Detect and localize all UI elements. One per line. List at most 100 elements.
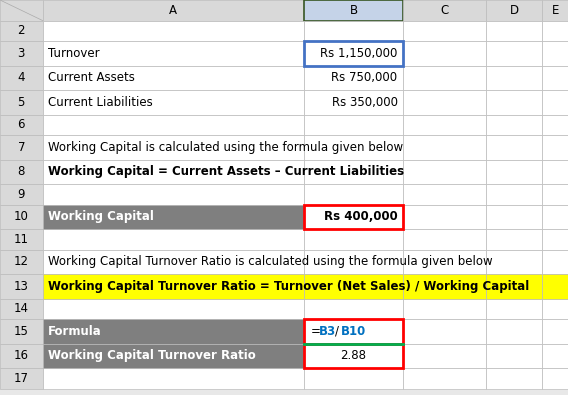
Bar <box>542 274 568 299</box>
Bar <box>304 274 403 299</box>
Bar <box>43 344 304 368</box>
Bar <box>486 0 542 21</box>
Text: B: B <box>349 4 358 17</box>
Bar <box>542 250 568 274</box>
Bar <box>304 41 403 66</box>
Text: Rs 1,150,000: Rs 1,150,000 <box>320 47 398 60</box>
Bar <box>542 66 568 90</box>
Bar <box>0 344 43 368</box>
Bar <box>486 66 542 90</box>
Bar <box>43 184 304 205</box>
Bar <box>542 41 568 66</box>
Bar <box>304 66 403 90</box>
Bar <box>304 319 403 344</box>
Bar <box>43 250 304 274</box>
Bar <box>43 319 304 344</box>
Bar <box>43 319 304 344</box>
Bar <box>486 274 542 299</box>
Bar <box>304 160 403 184</box>
Bar <box>486 229 542 250</box>
Bar <box>43 205 304 229</box>
Bar <box>403 0 486 21</box>
Text: 8: 8 <box>18 166 25 178</box>
Bar <box>0 0 43 21</box>
Text: Current Liabilities: Current Liabilities <box>48 96 153 109</box>
Bar <box>0 135 43 160</box>
Bar <box>304 250 403 274</box>
Bar <box>486 90 542 115</box>
Text: Working Capital Turnover Ratio = Turnover (Net Sales) / Working Capital: Working Capital Turnover Ratio = Turnove… <box>48 280 529 293</box>
Bar <box>304 0 403 21</box>
Text: Working Capital is calculated using the formula given below: Working Capital is calculated using the … <box>48 141 403 154</box>
Text: 17: 17 <box>14 372 29 385</box>
Bar <box>0 205 43 229</box>
Bar <box>403 41 486 66</box>
Bar <box>0 21 43 41</box>
Bar <box>304 344 403 368</box>
Bar <box>542 90 568 115</box>
Bar <box>304 229 403 250</box>
Text: Current Assets: Current Assets <box>48 71 135 84</box>
Text: Formula: Formula <box>48 325 102 338</box>
Bar <box>43 274 304 299</box>
Bar <box>0 90 43 115</box>
Text: 5: 5 <box>18 96 25 109</box>
Text: 11: 11 <box>14 233 29 246</box>
Bar <box>0 160 43 184</box>
Bar <box>403 319 486 344</box>
Bar <box>43 274 304 299</box>
Bar <box>403 135 486 160</box>
Bar <box>403 160 486 184</box>
Bar <box>304 319 403 344</box>
Bar <box>43 299 304 319</box>
Bar <box>403 229 486 250</box>
Bar <box>304 21 403 41</box>
Bar <box>304 205 403 229</box>
Bar <box>304 184 403 205</box>
Text: Rs 350,000: Rs 350,000 <box>332 96 398 109</box>
Bar <box>486 41 542 66</box>
Bar <box>43 21 304 41</box>
Bar <box>43 41 304 66</box>
Bar <box>542 319 568 344</box>
Text: Rs 750,000: Rs 750,000 <box>332 71 398 84</box>
Bar <box>304 274 403 299</box>
Bar <box>43 344 304 368</box>
Bar <box>403 299 486 319</box>
Bar <box>0 41 43 66</box>
Text: Working Capital Turnover Ratio: Working Capital Turnover Ratio <box>48 350 256 362</box>
Bar <box>43 90 304 115</box>
Text: B3: B3 <box>319 325 336 338</box>
Text: Working Capital: Working Capital <box>48 211 154 223</box>
Bar <box>542 115 568 135</box>
Bar <box>0 115 43 135</box>
Bar <box>403 344 486 368</box>
Bar <box>542 135 568 160</box>
Bar <box>403 115 486 135</box>
Text: 7: 7 <box>18 141 25 154</box>
Bar <box>403 21 486 41</box>
Bar <box>304 205 403 229</box>
Bar <box>0 184 43 205</box>
Bar <box>542 0 568 21</box>
Bar <box>486 184 542 205</box>
Text: A: A <box>169 4 177 17</box>
Bar <box>43 205 304 229</box>
Bar <box>0 368 43 389</box>
Text: 2.88: 2.88 <box>341 350 366 362</box>
Bar <box>403 274 486 299</box>
Bar <box>486 205 542 229</box>
Bar <box>304 368 403 389</box>
Text: /: / <box>335 325 339 338</box>
Bar <box>542 229 568 250</box>
Bar <box>0 299 43 319</box>
Bar <box>43 66 304 90</box>
Text: 16: 16 <box>14 350 29 362</box>
Bar <box>542 160 568 184</box>
Bar <box>542 344 568 368</box>
Bar <box>0 319 43 344</box>
Bar <box>0 250 43 274</box>
Text: Working Capital Turnover Ratio is calculated using the formula given below: Working Capital Turnover Ratio is calcul… <box>48 256 493 268</box>
Bar <box>542 368 568 389</box>
Bar <box>304 41 403 66</box>
